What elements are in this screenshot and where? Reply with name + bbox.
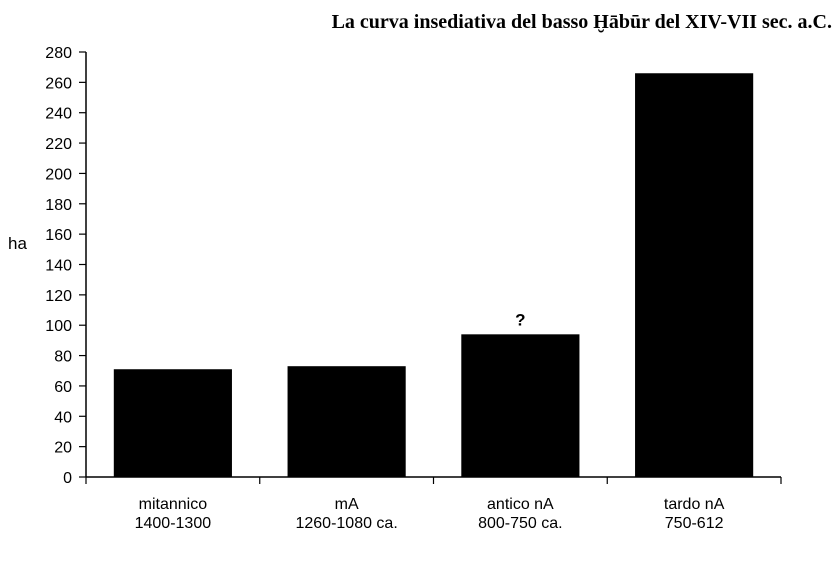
y-tick-label: 140 bbox=[45, 258, 72, 275]
bar-1 bbox=[113, 369, 232, 477]
category-label: 800-750 ca. bbox=[478, 515, 563, 532]
bar-4 bbox=[635, 73, 754, 477]
y-axis-label: ha bbox=[8, 234, 27, 253]
category-label: mitannico bbox=[139, 496, 208, 513]
category-label: mA bbox=[335, 496, 359, 513]
y-tick-label: 60 bbox=[54, 379, 72, 396]
y-tick-label: 20 bbox=[54, 440, 72, 457]
y-tick-label: 160 bbox=[45, 227, 72, 244]
y-tick-label: 220 bbox=[45, 136, 72, 153]
chart-title: La curva insediativa del basso Ḫābūr del… bbox=[332, 11, 832, 33]
bars bbox=[113, 73, 754, 477]
y-tick-label: 120 bbox=[45, 288, 72, 305]
y-tick-label: 200 bbox=[45, 166, 72, 183]
category-label: tardo nA bbox=[664, 496, 725, 513]
y-tick-label: 40 bbox=[54, 409, 72, 426]
bar-3 bbox=[461, 334, 580, 477]
y-tick-label: 280 bbox=[45, 45, 72, 62]
bar-2 bbox=[287, 366, 406, 477]
y-tick-label: 80 bbox=[54, 349, 72, 366]
axes: 0 20 40 60 80 100 120 140 160 180 200 220 240 260 280 bbox=[45, 45, 782, 487]
labels: mitannico 1400-1300 mA 1260-1080 ca. antico … bbox=[135, 310, 725, 532]
category-label: antico nA bbox=[487, 496, 554, 513]
category-label: 750-612 bbox=[665, 515, 724, 532]
category-label: 1260-1080 ca. bbox=[295, 515, 397, 532]
y-tick-label: 180 bbox=[45, 197, 72, 214]
y-tick-label: 0 bbox=[63, 470, 72, 487]
bar-annotation: ? bbox=[515, 310, 525, 329]
y-tick-label: 260 bbox=[45, 75, 72, 92]
category-label: 1400-1300 bbox=[135, 515, 212, 532]
y-tick-label: 100 bbox=[45, 318, 72, 335]
y-tick-label: 240 bbox=[45, 106, 72, 123]
